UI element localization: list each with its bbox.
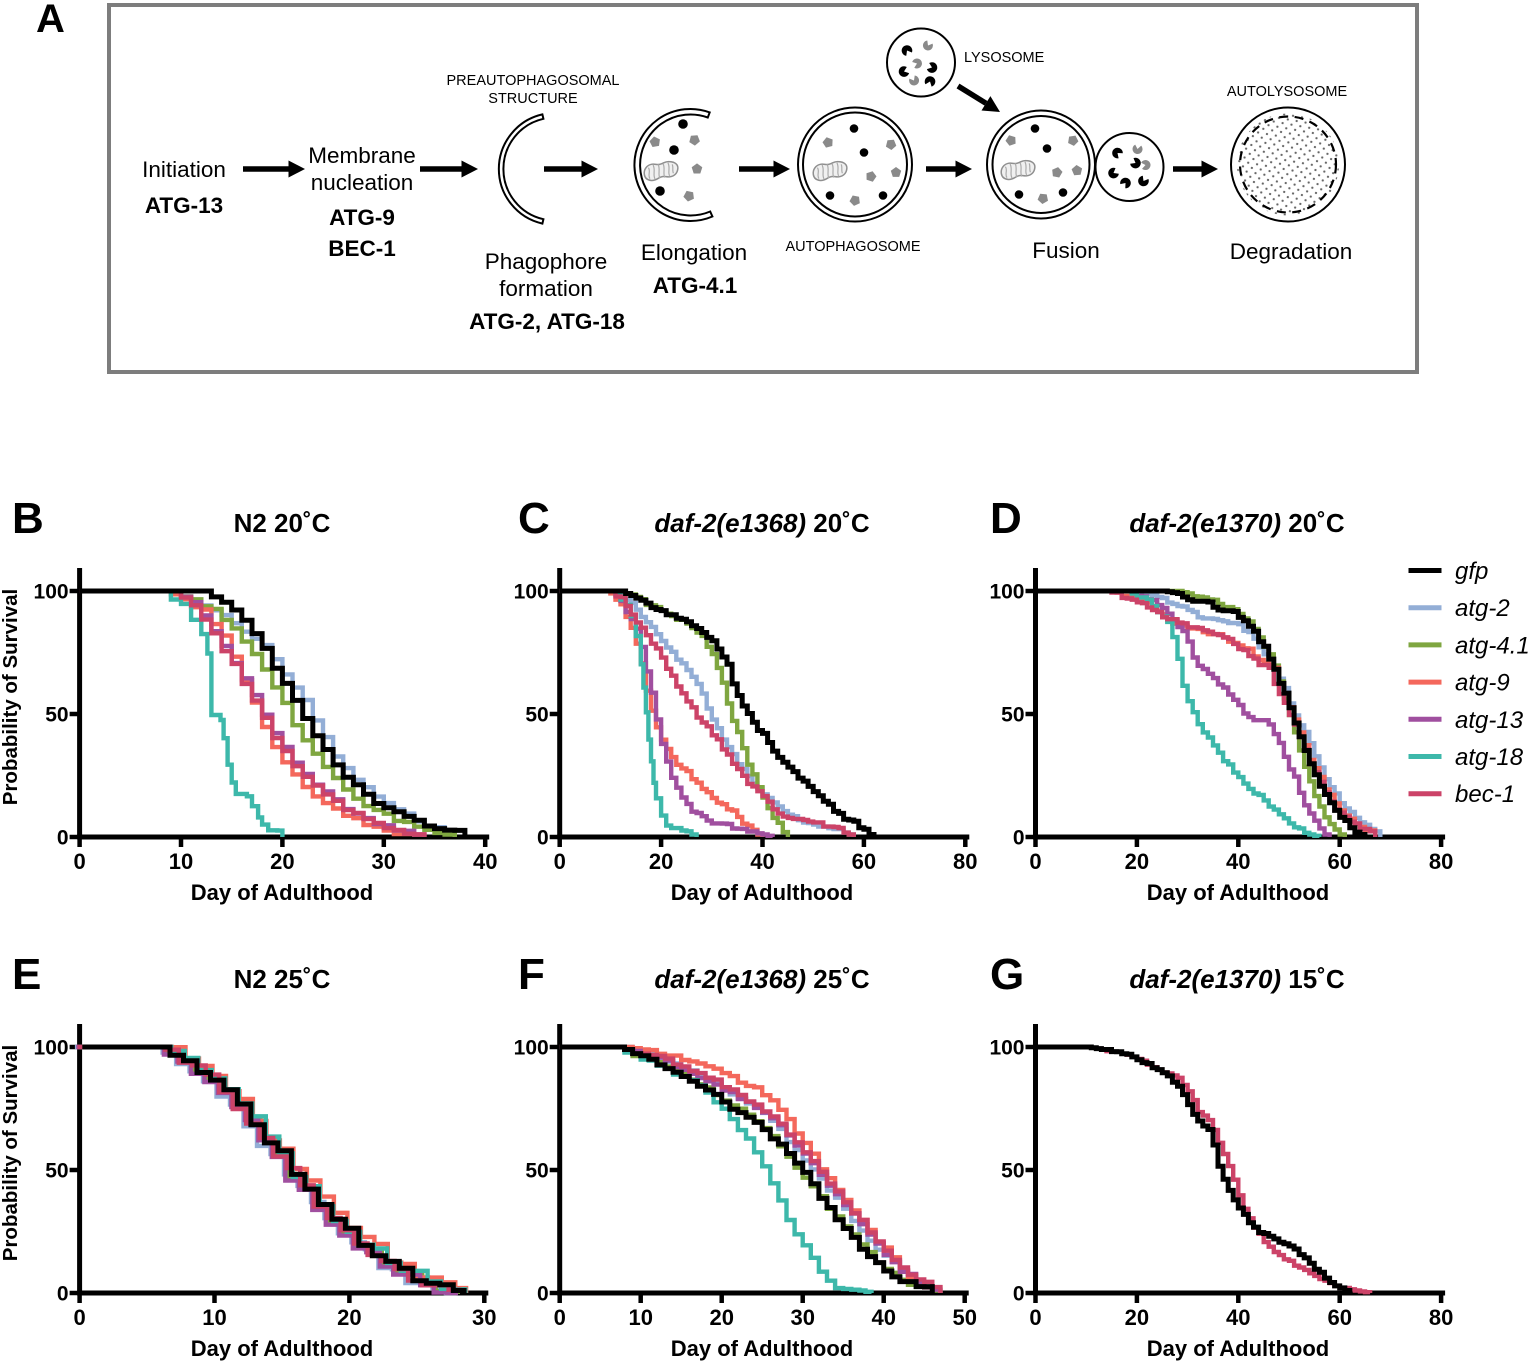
- svg-text:30: 30: [472, 1305, 496, 1330]
- svg-text:atg-18: atg-18: [1455, 744, 1524, 771]
- svg-text:AUTOLYSOSOME: AUTOLYSOSOME: [1227, 84, 1348, 100]
- svg-text:20: 20: [337, 1305, 361, 1330]
- svg-text:100: 100: [989, 1037, 1024, 1060]
- svg-text:0: 0: [73, 1305, 85, 1330]
- svg-text:N2 25˚C: N2 25˚C: [234, 964, 331, 994]
- svg-text:N2 20˚C: N2 20˚C: [234, 508, 331, 538]
- svg-text:Phagophore: Phagophore: [485, 249, 608, 274]
- svg-text:E: E: [12, 950, 41, 999]
- svg-text:Day of Adulthood: Day of Adulthood: [191, 880, 374, 905]
- svg-text:formation: formation: [499, 276, 593, 301]
- svg-text:Day of Adulthood: Day of Adulthood: [1147, 1336, 1330, 1361]
- svg-text:G: G: [990, 950, 1024, 999]
- svg-text:40: 40: [1226, 849, 1250, 874]
- svg-text:Day of Adulthood: Day of Adulthood: [1147, 880, 1330, 905]
- svg-text:0: 0: [1029, 849, 1041, 874]
- svg-text:atg-2: atg-2: [1455, 595, 1510, 622]
- svg-text:100: 100: [514, 1037, 549, 1060]
- svg-text:ATG-9: ATG-9: [329, 205, 395, 230]
- svg-text:50: 50: [525, 1160, 548, 1183]
- svg-text:80: 80: [1429, 849, 1453, 874]
- svg-text:Degradation: Degradation: [1230, 239, 1353, 264]
- svg-text:0: 0: [554, 1305, 566, 1330]
- svg-text:10: 10: [202, 1305, 226, 1330]
- svg-text:80: 80: [953, 849, 977, 874]
- svg-text:20: 20: [709, 1305, 733, 1330]
- svg-text:PREAUTOPHAGOSOMAL: PREAUTOPHAGOSOMAL: [447, 73, 620, 89]
- svg-text:50: 50: [1001, 704, 1024, 727]
- svg-text:20: 20: [649, 849, 673, 874]
- svg-text:50: 50: [1001, 1160, 1024, 1183]
- svg-text:20: 20: [270, 849, 294, 874]
- svg-text:Fusion: Fusion: [1032, 238, 1100, 263]
- svg-text:daf-2(e1370) 20˚C: daf-2(e1370) 20˚C: [1129, 508, 1345, 538]
- svg-text:atg-9: atg-9: [1455, 670, 1510, 697]
- svg-text:0: 0: [73, 849, 85, 874]
- svg-text:30: 30: [790, 1305, 814, 1330]
- svg-text:50: 50: [952, 1305, 976, 1330]
- svg-text:80: 80: [1429, 1305, 1453, 1330]
- svg-text:50: 50: [45, 1160, 68, 1183]
- svg-text:0: 0: [537, 1283, 549, 1306]
- svg-text:100: 100: [34, 581, 69, 604]
- svg-text:60: 60: [852, 849, 876, 874]
- svg-text:40: 40: [871, 1305, 895, 1330]
- svg-text:AUTOPHAGOSOME: AUTOPHAGOSOME: [785, 239, 920, 255]
- svg-text:daf-2(e1370) 15˚C: daf-2(e1370) 15˚C: [1129, 964, 1345, 994]
- svg-text:ATG-13: ATG-13: [145, 193, 223, 218]
- svg-text:0: 0: [1013, 1283, 1025, 1306]
- svg-text:STRUCTURE: STRUCTURE: [488, 91, 578, 107]
- svg-text:BEC-1: BEC-1: [328, 236, 396, 261]
- svg-text:Day of Adulthood: Day of Adulthood: [191, 1336, 374, 1361]
- svg-text:F: F: [518, 950, 545, 999]
- svg-text:30: 30: [372, 849, 396, 874]
- svg-text:0: 0: [537, 827, 549, 850]
- svg-text:0: 0: [554, 849, 566, 874]
- svg-text:10: 10: [628, 1305, 652, 1330]
- svg-text:20: 20: [1125, 849, 1149, 874]
- svg-text:D: D: [990, 494, 1022, 543]
- svg-text:0: 0: [57, 1283, 69, 1306]
- svg-text:atg-4.1: atg-4.1: [1455, 632, 1530, 659]
- svg-text:Day of Adulthood: Day of Adulthood: [671, 880, 854, 905]
- svg-text:0: 0: [57, 827, 69, 850]
- svg-text:bec-1: bec-1: [1455, 781, 1515, 808]
- svg-text:40: 40: [1226, 1305, 1250, 1330]
- svg-text:ATG-2, ATG-18: ATG-2, ATG-18: [469, 309, 625, 334]
- svg-text:10: 10: [169, 849, 193, 874]
- svg-text:0: 0: [1013, 827, 1025, 850]
- svg-text:100: 100: [989, 581, 1024, 604]
- svg-text:nucleation: nucleation: [311, 170, 414, 195]
- svg-text:A: A: [36, 0, 65, 41]
- svg-text:60: 60: [1327, 1305, 1351, 1330]
- svg-text:LYSOSOME: LYSOSOME: [964, 50, 1045, 66]
- svg-text:100: 100: [34, 1037, 69, 1060]
- svg-text:gfp: gfp: [1455, 558, 1488, 585]
- svg-text:60: 60: [1327, 849, 1351, 874]
- svg-text:Membrane: Membrane: [308, 143, 416, 168]
- svg-text:Probability of Survival: Probability of Survival: [0, 589, 22, 805]
- svg-text:Probability of Survival: Probability of Survival: [0, 1045, 22, 1261]
- svg-text:B: B: [12, 494, 44, 543]
- svg-text:Initiation: Initiation: [142, 157, 226, 182]
- svg-text:daf-2(e1368) 25˚C: daf-2(e1368) 25˚C: [654, 964, 870, 994]
- svg-text:20: 20: [1125, 1305, 1149, 1330]
- svg-text:40: 40: [473, 849, 497, 874]
- svg-text:atg-13: atg-13: [1455, 707, 1524, 734]
- svg-text:40: 40: [750, 849, 774, 874]
- svg-text:Day of Adulthood: Day of Adulthood: [671, 1336, 854, 1361]
- svg-text:daf-2(e1368) 20˚C: daf-2(e1368) 20˚C: [654, 508, 870, 538]
- svg-text:50: 50: [45, 704, 68, 727]
- svg-text:Elongation: Elongation: [641, 240, 747, 265]
- svg-text:100: 100: [514, 581, 549, 604]
- svg-text:50: 50: [525, 704, 548, 727]
- svg-text:0: 0: [1029, 1305, 1041, 1330]
- svg-text:C: C: [518, 494, 550, 543]
- svg-text:ATG-4.1: ATG-4.1: [653, 273, 738, 298]
